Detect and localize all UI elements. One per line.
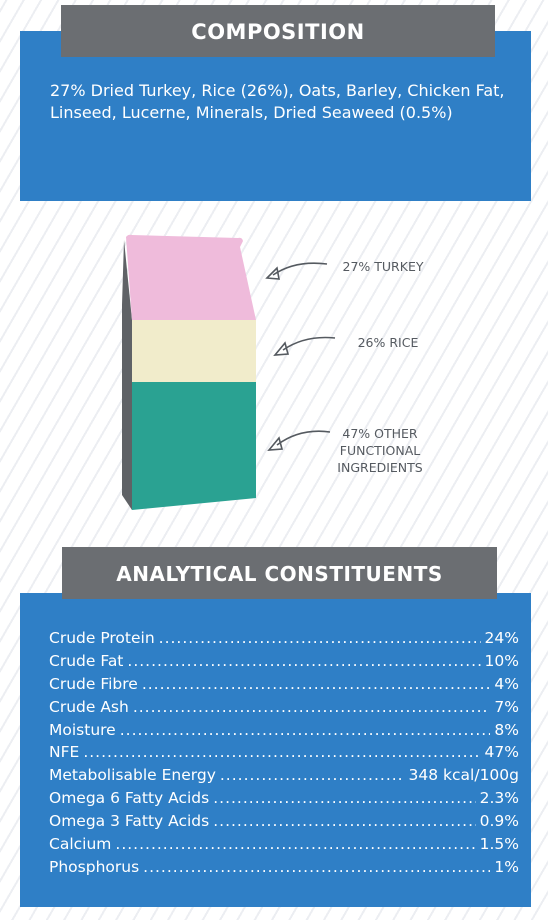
analysis-value: 8% <box>494 720 519 739</box>
callout-rice: 26% RICE <box>357 335 419 350</box>
analysis-label: NFE <box>49 743 80 762</box>
composition-title: COMPOSITION <box>61 5 495 57</box>
analysis-value: 7% <box>494 697 519 716</box>
leader-dots <box>142 673 491 696</box>
analysis-row: Omega 6 Fatty Acids 2.3% <box>49 787 519 810</box>
analysis-list: Crude Protein 24% Crude Fat 10% Crude Fibre 4… <box>49 627 519 879</box>
callout-arrows <box>265 262 336 451</box>
analysis-label: Crude Fat <box>49 651 124 670</box>
bag-segment-rice <box>132 320 256 382</box>
analysis-value: 0.9% <box>479 812 519 831</box>
leader-dots <box>220 764 405 787</box>
leader-dots <box>143 856 490 879</box>
analysis-value: 47% <box>484 743 519 762</box>
analysis-label: Omega 6 Fatty Acids <box>49 789 210 808</box>
analysis-label: Calcium <box>49 835 112 854</box>
analysis-value: 1% <box>494 857 519 876</box>
analysis-row: Crude Fibre 4% <box>49 673 519 696</box>
bag-segment-other <box>132 382 256 510</box>
analysis-row: Crude Protein 24% <box>49 627 519 650</box>
leader-dots <box>213 810 475 833</box>
callout-other-line-1: 47% OTHER <box>342 426 418 441</box>
analysis-title: ANALYTICAL CONSTITUENTS <box>62 547 497 599</box>
analysis-row: Moisture 8% <box>49 719 519 742</box>
analysis-value: 24% <box>484 629 519 647</box>
analysis-row: Metabolisable Energy 348 kcal/100g <box>49 764 519 787</box>
analysis-label: Metabolisable Energy <box>49 766 216 785</box>
analysis-label: Crude Ash <box>49 697 129 716</box>
analysis-value: 348 kcal/100g <box>408 766 519 785</box>
leader-dots <box>133 696 491 719</box>
leader-dots <box>213 787 475 810</box>
callout-other-line-2: FUNCTIONAL <box>339 443 421 458</box>
callout-other: 47% OTHER FUNCTIONAL INGREDIENTS <box>318 425 442 476</box>
analysis-label: Crude Fibre <box>49 674 138 693</box>
food-bag-graphic <box>122 234 256 510</box>
composition-panel <box>20 31 531 201</box>
analysis-label: Crude Protein <box>49 629 155 647</box>
analysis-value: 1.5% <box>479 835 519 854</box>
analysis-row: Phosphorus 1% <box>49 856 519 879</box>
leader-dots <box>115 833 475 856</box>
analysis-value: 4% <box>494 674 519 693</box>
leader-dots <box>159 627 481 650</box>
leader-dots <box>83 741 480 764</box>
analysis-row: Calcium 1.5% <box>49 833 519 856</box>
analysis-label: Phosphorus <box>49 857 140 876</box>
analysis-row: NFE 47% <box>49 741 519 764</box>
analysis-label: Moisture <box>49 720 116 739</box>
leader-dots <box>120 719 491 742</box>
analysis-value: 10% <box>484 651 519 670</box>
bag-side <box>122 240 132 510</box>
callout-turkey: 27% TURKEY <box>342 259 424 274</box>
callout-other-line-3: INGREDIENTS <box>337 460 423 475</box>
analysis-value: 2.3% <box>479 789 519 808</box>
analysis-row: Omega 3 Fatty Acids 0.9% <box>49 810 519 833</box>
bag-segment-turkey <box>126 234 256 320</box>
analysis-row: Crude Ash 7% <box>49 696 519 719</box>
analysis-row: Crude Fat 10% <box>49 650 519 673</box>
composition-text: 27% Dried Turkey, Rice (26%), Oats, Barl… <box>50 81 505 122</box>
leader-dots <box>127 650 480 673</box>
analysis-label: Omega 3 Fatty Acids <box>49 812 210 831</box>
